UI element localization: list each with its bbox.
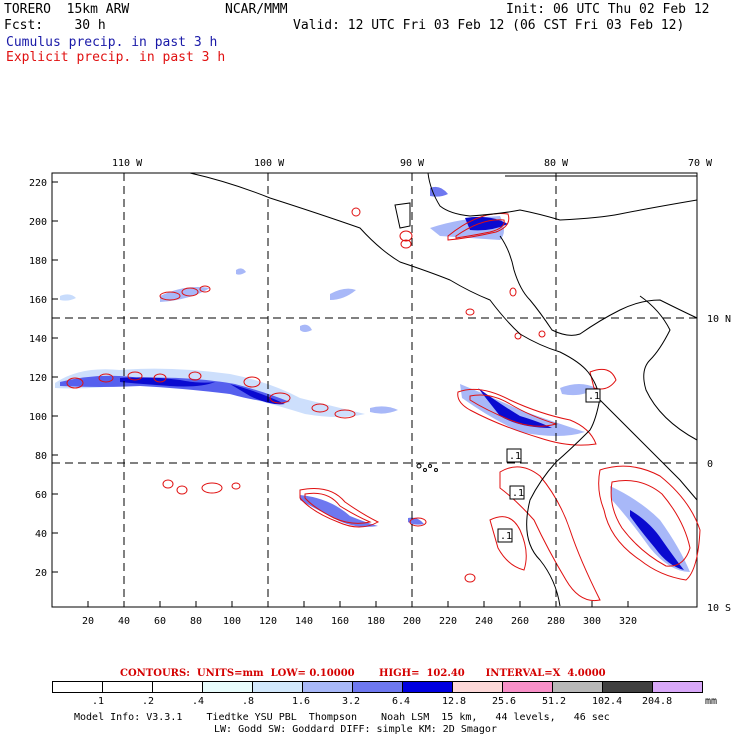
scale-swatch [152,681,203,693]
scale-label: .4 [192,696,205,707]
lon-label: 90 W [400,158,425,169]
cumulus-label: Cumulus precip. in past 3 h [6,35,218,50]
scale-label: 204.8 [642,696,673,707]
x-tick-label: 20 [82,616,94,627]
model-info: Model Info: V3.3.1 Tiedtke YSU PBL Thomp… [74,712,610,723]
physics-info: LW: Godd SW: Goddard DIFF: simple KM: 2D… [214,724,497,735]
model-title: TORERO 15km ARW [4,2,130,17]
x-tick-label: 280 [547,616,565,627]
center-label: NCAR/MMM [225,2,288,17]
scale-swatch [302,681,353,693]
cumulus-precip-areas [55,186,690,572]
contour-label-1: .1 [588,391,600,402]
x-tick-label: 140 [295,616,313,627]
lat-labels: 10 N 0 10 S [707,314,731,614]
lat-label: 0 [707,459,713,470]
scale-swatch [502,681,553,693]
scale-swatch [102,681,153,693]
x-tick-label: 100 [223,616,241,627]
x-tick-label: 300 [583,616,601,627]
forecast-hour: Fcst: 30 h [4,18,106,33]
scale-label: 6.4 [392,696,411,707]
y-tick-label: 140 [29,334,47,345]
y-tick-label: 60 [35,490,47,501]
y-tick-label: 100 [29,412,47,423]
lon-label: 110 W [112,158,143,169]
y-tick-label: 200 [29,217,47,228]
scale-swatch [52,681,103,693]
x-tick-label: 260 [511,616,529,627]
scale-swatch [552,681,603,693]
contour-label-2: .1 [509,451,521,462]
x-axis-ticks: 20 40 60 80 100 120 140 160 180 200 220 240 260 280 30… [82,601,637,627]
contour-value-boxes: .1 .1 .1 .1 [497,388,601,543]
x-tick-label: 40 [118,616,130,627]
y-tick-label: 160 [29,295,47,306]
lat-label: 10 N [707,314,731,325]
explicit-label: Explicit precip. in past 3 h [6,50,226,65]
contour-info: CONTOURS: UNITS=mm LOW= 0.10000 HIGH= 10… [120,668,606,679]
scale-swatch [402,681,453,693]
graticule [52,173,697,607]
scale-swatch [452,681,503,693]
x-tick-label: 160 [331,616,349,627]
y-tick-label: 40 [35,529,47,540]
coastlines [189,172,698,607]
scale-swatch [652,681,703,693]
x-tick-label: 60 [154,616,166,627]
scale-swatch [602,681,653,693]
lat-label: 10 S [707,603,731,614]
scale-label: .2 [142,696,155,707]
y-tick-label: 80 [35,451,47,462]
scale-label: 1.6 [292,696,311,707]
x-tick-label: 80 [190,616,202,627]
init-time: Init: 06 UTC Thu 02 Feb 12 [506,2,710,17]
y-tick-label: 20 [35,568,47,579]
scale-label: 12.8 [442,696,467,707]
scale-swatch [202,681,253,693]
y-tick-label: 220 [29,178,47,189]
x-tick-label: 180 [367,616,385,627]
contour-label-4: .1 [500,531,512,542]
lon-label: 100 W [254,158,285,169]
scale-swatch [252,681,303,693]
x-tick-label: 120 [259,616,277,627]
x-tick-label: 200 [403,616,421,627]
y-tick-label: 180 [29,256,47,267]
scale-label: 102.4 [592,696,623,707]
contour-label-3: .1 [512,488,524,499]
scale-label: 51.2 [542,696,567,707]
lon-label: 80 W [544,158,569,169]
scale-label: 3.2 [342,696,361,707]
scale-label: 25.6 [492,696,517,707]
y-axis-ticks: 220 200 180 160 140 120 100 80 60 40 20 [29,178,58,579]
valid-time: Valid: 12 UTC Fri 03 Feb 12 (06 CST Fri … [293,18,685,33]
y-tick-label: 120 [29,373,47,384]
x-tick-label: 240 [475,616,493,627]
scale-label: .8 [242,696,255,707]
scale-swatch [352,681,403,693]
x-tick-label: 320 [619,616,637,627]
lon-labels: 110 W 100 W 90 W 80 W 70 W [112,158,713,169]
scale-label: .1 [92,696,105,707]
lon-label: 70 W [688,158,713,169]
explicit-precip-contours [66,207,701,602]
scale-unit: mm [705,696,718,707]
x-tick-label: 220 [439,616,457,627]
